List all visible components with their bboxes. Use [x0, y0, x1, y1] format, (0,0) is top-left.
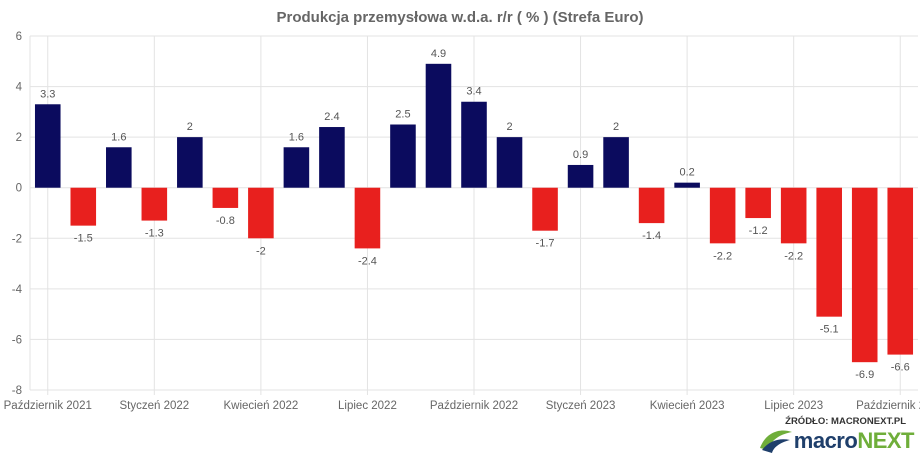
bar-marzec-2023 [638, 187, 665, 224]
bar-marzec-2022 [212, 187, 239, 208]
data-label: 2 [187, 121, 193, 133]
data-label: -1.4 [642, 230, 661, 242]
data-labels: 3.3 -1.5 1.6 -1.3 2 -0.8 -2 1.6 2.4 -2.4 2.5 4.9 3.4… [40, 48, 910, 381]
data-label: -2.2 [713, 250, 732, 262]
x-tick-label: Październik 2023 [856, 400, 920, 412]
bar-listopad-2022 [496, 137, 523, 188]
y-tick-label: -6 [12, 334, 22, 346]
bar-maj-2022 [283, 147, 310, 188]
data-label: -1.3 [145, 228, 164, 240]
data-label: -2.2 [784, 250, 803, 262]
bar-czerwiec-2023 [745, 187, 771, 219]
bar-lipiec-2023 [780, 187, 807, 244]
y-tick-label: 2 [16, 132, 22, 144]
y-tick-label: 0 [16, 183, 22, 195]
x-tick-label: Kwiecień 2023 [650, 400, 725, 412]
data-label: 0.2 [679, 167, 694, 179]
brand-name: macroNEXT [793, 428, 915, 453]
x-tick-label: Styczeń 2023 [546, 400, 616, 412]
bar-lipiec-2022 [354, 187, 381, 249]
data-label: -6.6 [891, 362, 910, 374]
brand-name-accent: NEXT [857, 428, 914, 453]
bar-październik-2023 [887, 187, 914, 355]
bar-wrzesień-2023 [851, 187, 878, 363]
x-tick-label: Lipiec 2022 [338, 400, 397, 412]
chart-title: Produkcja przemysłowa w.d.a. r/r ( % ) (… [276, 9, 643, 26]
source-credit: ŹRÓDŁO: MACRONEXT.PL macroNEXT [758, 416, 914, 454]
y-tick-label: 4 [16, 82, 23, 94]
bar-listopad-2021 [70, 187, 97, 226]
data-label: -1.5 [74, 233, 93, 245]
data-label: 2.4 [324, 111, 339, 123]
data-label: -1.2 [749, 225, 768, 237]
bar-grudzień-2022 [532, 187, 558, 231]
x-tick-label: Październik 2021 [4, 400, 92, 412]
x-tick-label: Kwiecień 2022 [223, 400, 298, 412]
bar-luty-2022 [177, 137, 203, 188]
brand-name-main: macro [793, 428, 858, 453]
data-label: 3.3 [40, 88, 55, 100]
bar-październik-2022 [461, 101, 487, 188]
x-axis: Październik 2021 Styczeń 2022 Kwiecień 202… [4, 400, 920, 412]
x-tick-label: Październik 2022 [430, 400, 518, 412]
bar-grudzień-2021 [106, 147, 132, 188]
data-label: 1.6 [111, 131, 126, 143]
y-tick-label: -2 [12, 233, 22, 245]
brand-logo: macroNEXT [758, 428, 914, 454]
y-tick-label: -4 [12, 284, 23, 296]
y-tick-label: 6 [16, 31, 22, 43]
data-label: 2 [613, 121, 619, 133]
bar-czerwiec-2022 [319, 127, 345, 188]
source-text: ŹRÓDŁO: MACRONEXT.PL [785, 416, 906, 427]
data-label: -0.8 [216, 215, 235, 227]
x-tick-label: Lipiec 2023 [764, 400, 823, 412]
data-label: 0.9 [573, 149, 588, 161]
data-label: -2 [256, 245, 266, 257]
bar-styczeń-2023 [567, 164, 594, 188]
data-label: 1.6 [289, 131, 304, 143]
y-axis: -8 -6 -4 -2 0 2 4 6 [12, 31, 23, 397]
data-label: -6.9 [855, 369, 874, 381]
data-label: -5.1 [820, 324, 839, 336]
x-tick-label: Styczeń 2022 [119, 400, 189, 412]
bar-maj-2023 [709, 187, 736, 244]
bar-kwiecień-2023 [674, 182, 700, 188]
bar-sierpień-2022 [390, 124, 416, 188]
data-label: 2 [506, 121, 512, 133]
bar-styczeń-2022 [141, 187, 168, 221]
data-label: 3.4 [466, 86, 481, 98]
y-tick-label: -8 [12, 385, 22, 397]
bar-luty-2023 [603, 137, 629, 188]
data-label: 2.5 [395, 109, 410, 121]
data-label: -1.7 [536, 238, 555, 250]
bar-październik-2021 [34, 104, 61, 188]
bars [34, 63, 914, 363]
macronext-logo-icon [759, 430, 792, 453]
data-label: -2.4 [358, 255, 377, 267]
data-label: 4.9 [431, 48, 446, 60]
bar-sierpień-2023 [816, 187, 842, 317]
bar-wrzesień-2022 [425, 63, 452, 188]
bar-kwiecień-2022 [248, 187, 274, 239]
